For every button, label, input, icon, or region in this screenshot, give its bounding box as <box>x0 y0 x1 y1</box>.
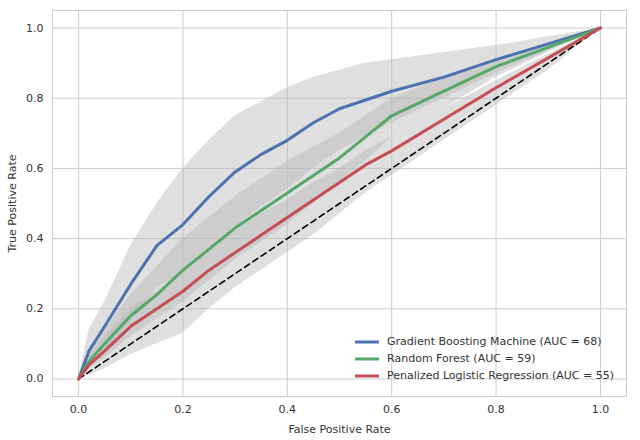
svg-text:0.2: 0.2 <box>26 302 44 315</box>
svg-text:True Positive Rate: True Positive Rate <box>6 154 19 253</box>
svg-text:0.4: 0.4 <box>26 232 44 245</box>
svg-text:0.8: 0.8 <box>26 92 44 105</box>
svg-text:0.4: 0.4 <box>279 403 297 416</box>
svg-text:0.8: 0.8 <box>487 403 505 416</box>
html-text:Random Forest (AUC = 59): Random Forest (AUC = 59) <box>387 352 536 365</box>
svg-text:1.0: 1.0 <box>26 22 44 35</box>
svg-text:0.0: 0.0 <box>26 372 44 385</box>
svg-text:False Positive Rate: False Positive Rate <box>288 423 390 436</box>
svg-text:1.0: 1.0 <box>592 403 610 416</box>
svg-text:0.0: 0.0 <box>70 403 88 416</box>
svg-text:0.2: 0.2 <box>174 403 192 416</box>
svg-text:0.6: 0.6 <box>26 162 44 175</box>
html-text:Penalized Logistic Regression: Penalized Logistic Regression (AUC = 55) <box>387 369 614 382</box>
html-text:Gradient Boosting Machine (AUC: Gradient Boosting Machine (AUC = 68) <box>387 335 602 348</box>
svg-text:0.6: 0.6 <box>383 403 401 416</box>
